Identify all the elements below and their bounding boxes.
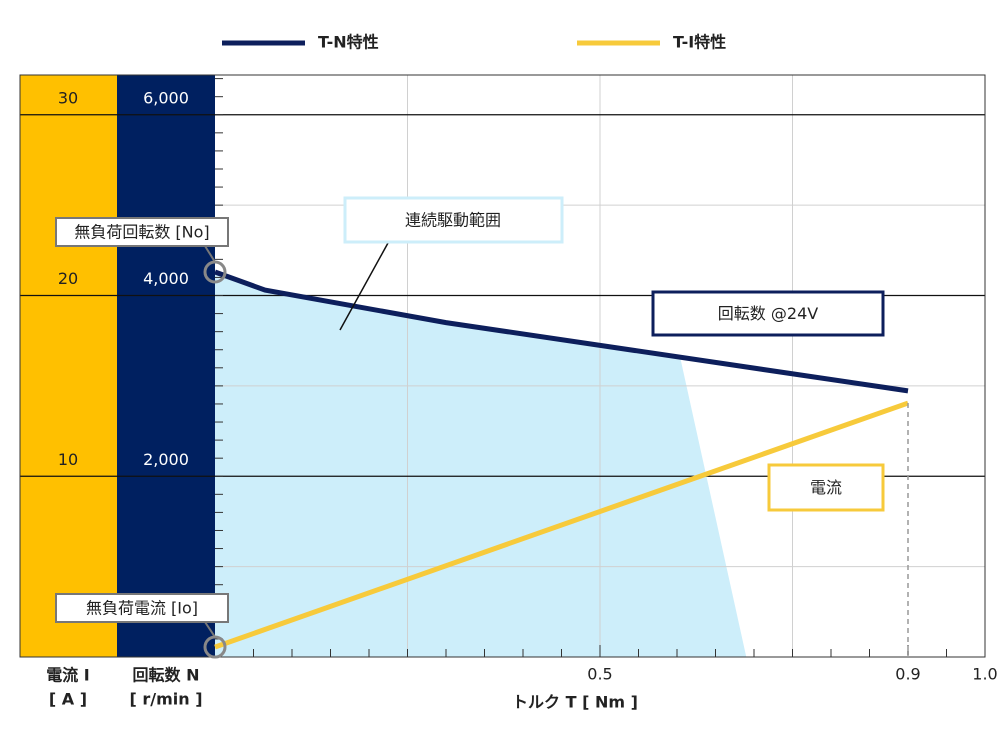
series-line xyxy=(214,400,909,650)
y2-axis-title: [ A ] xyxy=(49,690,87,709)
leader xyxy=(204,621,216,638)
leader xyxy=(204,245,216,263)
y-tick-label: 4,000 xyxy=(143,269,189,288)
legend-label: T-N特性 xyxy=(318,33,379,52)
current-band xyxy=(20,75,117,657)
x-tick-label: 1.0 xyxy=(972,665,997,684)
continuous-region xyxy=(215,272,747,657)
annotation-box xyxy=(651,290,885,337)
annotation: 無負荷電流 [Io] xyxy=(86,599,198,618)
x-axis-title: トルク T [ Nm ] xyxy=(512,693,638,712)
label-box xyxy=(343,196,564,244)
x-tick-label: 0.9 xyxy=(895,665,920,684)
marker-circle xyxy=(203,635,227,659)
y-tick-label: 6,000 xyxy=(143,88,189,107)
y2-tick-label: 20 xyxy=(58,269,78,288)
leader xyxy=(339,242,389,331)
y-axis-title: [ r/min ] xyxy=(129,690,202,709)
annotation-box xyxy=(55,217,229,247)
y-axis-title: 回転数 N xyxy=(133,666,200,685)
plot-frame xyxy=(19,74,986,658)
speed-band xyxy=(117,75,215,657)
y2-tick-label: 30 xyxy=(58,88,78,107)
y-tick-label: 2,000 xyxy=(143,450,189,469)
y2-tick-label: 10 xyxy=(58,450,78,469)
annotation: 回転数 @24V xyxy=(718,304,818,323)
y2-axis-title: 電流 I xyxy=(46,666,90,685)
annotation: 無負荷回転数 [No] xyxy=(74,223,209,242)
series-line xyxy=(214,269,909,394)
annotation: 電流 xyxy=(810,478,842,497)
annotation-box xyxy=(55,593,229,623)
x-tick-label: 0.5 xyxy=(587,665,612,684)
region-label: 連続駆動範囲 xyxy=(405,211,501,230)
annotation-box xyxy=(767,463,885,512)
marker-circle xyxy=(203,260,227,284)
legend-label: T-I特性 xyxy=(673,33,726,52)
